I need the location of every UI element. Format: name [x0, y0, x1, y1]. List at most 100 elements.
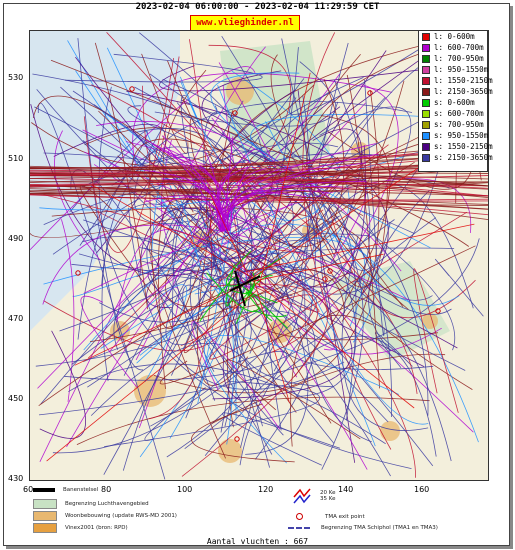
tma-exit-point [367, 90, 373, 96]
flight-track [63, 79, 371, 381]
legend-swatch [422, 120, 430, 129]
x-tick-120: 120 [258, 485, 274, 494]
legend-35ke-label: 35 Ke [320, 496, 336, 502]
flight-track [217, 148, 255, 232]
flight-track [38, 238, 480, 416]
flight-track [172, 213, 263, 427]
urban-area [218, 439, 242, 463]
flight-track [253, 309, 287, 318]
legend-swatch [422, 109, 430, 118]
flight-track [264, 252, 297, 431]
x-tick-80: 80 [101, 485, 112, 494]
legend-vinex-label: Vinex2001 (bron: RPD) [65, 525, 128, 531]
flight-track [301, 185, 389, 288]
flight-track [30, 193, 488, 207]
flight-track [223, 136, 234, 232]
flight-track [319, 106, 412, 187]
flight-track [88, 44, 292, 359]
legend-vinex: Vinex2001 (bron: RPD) [33, 523, 128, 533]
flight-track [149, 73, 218, 114]
legend-item: l: 1550-2150m [419, 75, 493, 86]
flight-track [68, 363, 386, 445]
legend-housing-label: Woonbebouwing (update RWS-MD 2001) [65, 513, 177, 519]
legend-swatch [422, 54, 430, 63]
legend-tma-exit: TMA exit point [296, 513, 365, 520]
runway-swatch [33, 488, 55, 492]
site-link[interactable]: www.vlieghinder.nl [190, 15, 300, 31]
flight-track [245, 291, 273, 322]
legend-label: l: 950-1550m [434, 65, 489, 74]
flight-track [53, 123, 166, 254]
flight-track [199, 164, 230, 232]
legend-runways-label: Banenstelsel [63, 487, 99, 493]
flight-track [32, 73, 364, 470]
flight-map [29, 30, 489, 481]
legend-item: l: 2150-3650m [419, 86, 493, 97]
flight-track [31, 84, 315, 166]
legend-item: s: 600-700m [419, 108, 487, 119]
flight-track [209, 211, 468, 360]
flight-track [273, 263, 304, 372]
flight-track [91, 184, 254, 279]
legend-swatch [422, 65, 430, 74]
legend-label: s: 700-950m [434, 120, 484, 129]
flight-track [91, 84, 418, 394]
tma-exit-point [75, 270, 81, 276]
flight-track [191, 403, 295, 463]
legend-item: l: 700-950m [419, 53, 487, 64]
legend-label: s: 0-600m [434, 98, 475, 107]
x-tick-140: 140 [338, 485, 354, 494]
flight-track [319, 83, 399, 306]
flight-track [101, 100, 413, 382]
legend-label: l: 700-950m [434, 54, 484, 63]
legend-swatch [422, 131, 430, 140]
flight-track [225, 264, 235, 307]
y-tick-450: 450 [8, 394, 24, 403]
legend-label: l: 1550-2150m [434, 76, 493, 85]
flight-track [42, 224, 411, 305]
flight-track [30, 169, 488, 197]
flight-track [76, 396, 430, 445]
legend-tma-border-label: Begrenzing TMA Schiphol (TMA1 en TMA3) [321, 525, 438, 531]
legend-20ke-label: 20 Ke [320, 490, 336, 496]
flight-track [265, 121, 460, 306]
flight-track [30, 66, 256, 250]
y-tick-510: 510 [8, 154, 24, 163]
flight-track [39, 46, 266, 462]
flight-track [134, 86, 456, 351]
legend-runways: Banenstelsel [33, 487, 98, 493]
flight-track [90, 342, 262, 416]
flight-track [240, 150, 380, 263]
legend-item: s: 1550-2150m [419, 141, 493, 152]
flight-track [185, 247, 240, 419]
vinex-swatch [33, 523, 57, 533]
legend-swatch [422, 142, 430, 151]
flight-track [346, 74, 380, 389]
tma-exit-point [234, 436, 240, 442]
legend-label: s: 2150-3650m [434, 153, 493, 162]
legend-swatch [422, 153, 430, 162]
flight-track [148, 39, 212, 420]
legend-swatch [422, 76, 430, 85]
flight-track [36, 89, 336, 348]
y-tick-430: 430 [8, 474, 24, 483]
legend-housing: Woonbebouwing (update RWS-MD 2001) [33, 511, 177, 521]
flight-track [165, 204, 395, 346]
legend-item: l: 0-600m [419, 31, 487, 42]
flight-track [70, 169, 273, 455]
flight-track [306, 43, 451, 310]
legend-item: s: 2150-3650m [419, 152, 493, 163]
flight-track [219, 167, 267, 232]
x-tick-160: 160 [414, 485, 430, 494]
flight-track [252, 253, 384, 282]
flight-track [162, 142, 221, 232]
flight-track [80, 295, 138, 388]
flight-track [435, 258, 484, 317]
legend-item: s: 700-950m [419, 119, 487, 130]
flight-track [312, 128, 363, 258]
legend-tma-exit-label: TMA exit point [325, 513, 365, 520]
flight-track [212, 232, 353, 400]
flight-track [139, 207, 341, 276]
noise-contour-icon [293, 488, 311, 504]
flight-track [191, 321, 281, 430]
